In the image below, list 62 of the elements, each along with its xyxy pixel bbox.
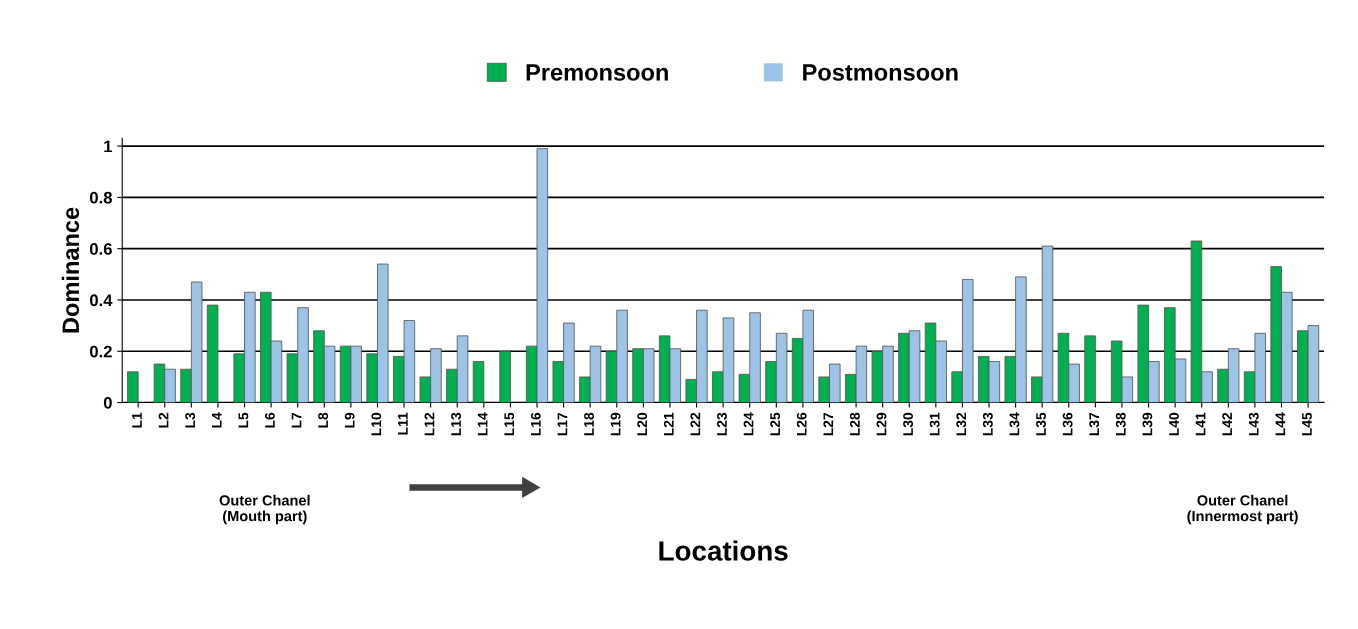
x-tick-label: L41 [1195,412,1206,436]
x-tick-label: L32 [956,412,967,436]
x-tick-label: L22 [690,412,701,436]
y-tick-label: 1 [104,140,113,153]
y-tick-label: 0.8 [89,191,112,204]
legend-label: Premonsoon [526,64,668,81]
x-tick-label: L19 [610,412,621,436]
x-tick-label: L15 [504,412,515,436]
x-tick-label: L27 [823,412,834,436]
x-tick-label: L43 [1248,412,1259,436]
x-tick-label: L40 [1169,412,1179,436]
x-tick-label: L38 [1115,412,1126,436]
bar [499,350,511,403]
x-tick-label: L36 [1062,412,1073,436]
y-tick-label: 0.4 [89,294,113,307]
x-tick-label: L6 [265,412,275,428]
x-tick-label: L13 [451,412,461,436]
x-tick-label: L29 [876,412,887,436]
legend-label: Postmonsoon [803,64,958,81]
x-tick-label: L45 [1302,412,1312,436]
x-tick-label: L8 [318,412,329,428]
bar [472,361,485,403]
x-tick-label: L39 [1142,412,1153,436]
x-tick-label: L42 [1222,412,1232,436]
bar [1084,335,1096,403]
x-tick-label: L14 [477,412,488,436]
x-tick-label: L12 [424,412,435,436]
x-tick-label: L28 [849,412,860,436]
x-tick-label: L37 [1089,412,1100,436]
y-tick-label: 0.6 [89,243,112,255]
x-tick-label: L9 [344,412,355,428]
x-tick-label: L5 [238,412,249,428]
x-tick-label: L26 [796,412,807,436]
x-tick-label: L10 [371,412,382,436]
x-tick-label: L44 [1275,412,1286,436]
x-tick-label: L4 [211,412,222,428]
x-tick-label: L30 [903,412,914,436]
x-tick-label: L7 [291,412,302,428]
x-tick-label: L24 [743,412,754,436]
x-tick-label: L35 [1036,412,1046,436]
y-tick-label: 0.2 [89,345,112,358]
y-axis-title: Dominance [61,207,80,333]
x-tick-label: L34 [1009,412,1020,436]
x-axis-title: Locations [659,540,788,561]
x-tick-label: L20 [637,412,648,436]
y-tick-label: 0 [103,396,112,409]
x-tick-label: L25 [770,412,781,436]
x-tick-label: L21 [663,412,674,436]
x-tick-label: L33 [982,412,993,436]
x-tick-label: L16 [530,412,541,436]
bar [206,304,219,403]
x-tick-label: L31 [929,412,940,436]
x-tick-label: L11 [398,412,408,435]
x-tick-label: L3 [185,412,196,428]
x-tick-label: L17 [557,412,568,436]
text: Outer Chanel (Mouth part) [219,494,310,525]
x-tick-label: L2 [158,412,169,428]
text: Outer Chanel (Innermost part) [1187,494,1298,525]
bar [127,371,139,403]
x-tick-label: L23 [717,412,727,436]
x-tick-label: L18 [584,412,594,436]
x-tick-label: L1 [132,412,142,428]
